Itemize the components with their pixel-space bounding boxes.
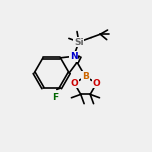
Text: Si: Si bbox=[74, 38, 84, 47]
Text: N: N bbox=[70, 52, 78, 61]
Text: B: B bbox=[82, 72, 89, 81]
Text: O: O bbox=[93, 79, 100, 88]
Text: F: F bbox=[52, 93, 58, 102]
Text: O: O bbox=[70, 79, 78, 88]
